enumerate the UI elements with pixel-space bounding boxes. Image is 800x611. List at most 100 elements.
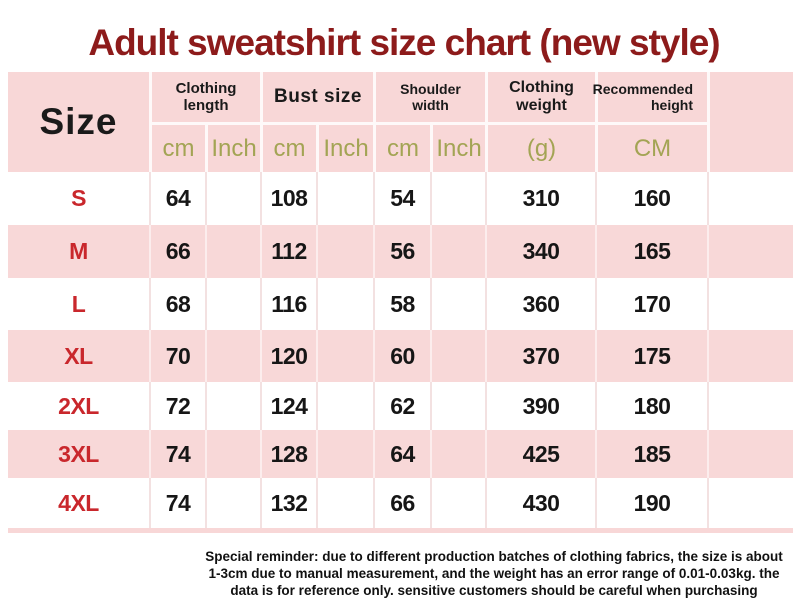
footer-line: Special reminder: due to different produ… bbox=[205, 549, 783, 564]
empty-cell bbox=[707, 330, 793, 382]
unit-header-inch: Inch bbox=[430, 125, 485, 172]
footer-line: 1-3cm due to manual measurement, and the… bbox=[208, 566, 780, 581]
value-cell: 68 bbox=[149, 278, 205, 330]
empty-cell bbox=[430, 278, 485, 330]
row-size-label: 4XL bbox=[58, 489, 99, 516]
value-cell: 116 bbox=[260, 278, 316, 330]
value-cell: 370 bbox=[485, 330, 595, 382]
group-header-clothing-length: Clothing length bbox=[149, 72, 260, 125]
empty-cell bbox=[205, 382, 260, 430]
value-cell: 165 bbox=[595, 225, 707, 278]
value-cell: 430 bbox=[485, 478, 595, 528]
value-cell: 180 bbox=[595, 382, 707, 430]
table-row: S 64 108 54 310 160 bbox=[8, 172, 793, 225]
header-empty-cell bbox=[707, 72, 793, 172]
value-cell: 132 bbox=[260, 478, 316, 528]
unit-header-inch: Inch bbox=[316, 125, 373, 172]
unit-header-cm: cm bbox=[373, 125, 430, 172]
unit-header-inch: Inch bbox=[205, 125, 260, 172]
value-cell: 66 bbox=[149, 225, 205, 278]
value-cell: 128 bbox=[260, 430, 316, 478]
footer-line: data is for reference only. sensitive cu… bbox=[230, 583, 758, 598]
empty-cell bbox=[707, 430, 793, 478]
value-cell: 62 bbox=[373, 382, 430, 430]
value-cell: 64 bbox=[149, 172, 205, 225]
unit-header-cm: cm bbox=[260, 125, 316, 172]
value-cell: 60 bbox=[373, 330, 430, 382]
table-row: 4XL 74 132 66 430 190 bbox=[8, 478, 793, 528]
group-header-label: Recommended height bbox=[592, 81, 693, 113]
value-cell: 190 bbox=[595, 478, 707, 528]
value-cell: 108 bbox=[260, 172, 316, 225]
empty-cell bbox=[316, 382, 373, 430]
value-cell: 390 bbox=[485, 382, 595, 430]
empty-cell bbox=[430, 382, 485, 430]
table-row: L 68 116 58 360 170 bbox=[8, 278, 793, 330]
group-header-shoulder-width: Shoulder width bbox=[373, 72, 485, 125]
value-cell: 425 bbox=[485, 430, 595, 478]
empty-cell bbox=[707, 382, 793, 430]
value-cell: 64 bbox=[373, 430, 430, 478]
value-cell: 54 bbox=[373, 172, 430, 225]
size-column-header: Size bbox=[39, 101, 118, 142]
empty-cell bbox=[316, 330, 373, 382]
table-row: M 66 112 56 340 165 bbox=[8, 225, 793, 278]
group-header-bust-size: Bust size bbox=[260, 72, 373, 125]
empty-cell bbox=[430, 430, 485, 478]
value-cell: 66 bbox=[373, 478, 430, 528]
empty-cell bbox=[316, 172, 373, 225]
group-header-label: Clothing length bbox=[175, 80, 237, 114]
page-title: Adult sweatshirt size chart (new style) bbox=[88, 22, 720, 63]
empty-cell bbox=[430, 225, 485, 278]
value-cell: 58 bbox=[373, 278, 430, 330]
empty-cell bbox=[430, 172, 485, 225]
empty-cell bbox=[316, 278, 373, 330]
table-row: 2XL 72 124 62 390 180 bbox=[8, 382, 793, 430]
row-size-label: S bbox=[71, 185, 86, 211]
value-cell: 170 bbox=[595, 278, 707, 330]
group-header-clothing-weight: Clothing weight bbox=[485, 72, 595, 125]
group-header-label: Shoulder width bbox=[400, 81, 461, 113]
row-size-label: M bbox=[69, 238, 88, 264]
table-header: Size Clothing length Bust size Shoulder … bbox=[8, 72, 793, 172]
empty-cell bbox=[205, 330, 260, 382]
value-cell: 72 bbox=[149, 382, 205, 430]
row-size-label: 3XL bbox=[58, 440, 99, 467]
value-cell: 120 bbox=[260, 330, 316, 382]
unit-header-cm: cm bbox=[149, 125, 205, 172]
empty-cell bbox=[707, 172, 793, 225]
value-cell: 340 bbox=[485, 225, 595, 278]
table-bottom-strip bbox=[8, 528, 793, 533]
value-cell: 74 bbox=[149, 478, 205, 528]
group-header-recommended-height: Recommended height bbox=[592, 72, 707, 125]
table-body: S 64 108 54 310 160 M 66 112 56 340 165 L 68 116 58 360 1… bbox=[8, 172, 793, 528]
empty-cell bbox=[205, 430, 260, 478]
empty-cell bbox=[430, 330, 485, 382]
empty-cell bbox=[205, 225, 260, 278]
value-cell: 360 bbox=[485, 278, 595, 330]
row-size-label: L bbox=[71, 290, 86, 317]
value-cell: 175 bbox=[595, 330, 707, 382]
value-cell: 160 bbox=[595, 172, 707, 225]
empty-cell bbox=[707, 278, 793, 330]
value-cell: 74 bbox=[149, 430, 205, 478]
value-cell: 310 bbox=[485, 172, 595, 225]
row-size-label: XL bbox=[64, 342, 93, 369]
unit-header-cm-height: CM bbox=[595, 125, 707, 172]
value-cell: 112 bbox=[260, 225, 316, 278]
empty-cell bbox=[430, 478, 485, 528]
value-cell: 185 bbox=[595, 430, 707, 478]
empty-cell bbox=[316, 430, 373, 478]
empty-cell bbox=[707, 478, 793, 528]
footer-note: Special reminder: due to different produ… bbox=[174, 548, 800, 599]
value-cell: 124 bbox=[260, 382, 316, 430]
empty-cell bbox=[205, 172, 260, 225]
group-header-label: Bust size bbox=[274, 86, 362, 107]
empty-cell bbox=[316, 225, 373, 278]
group-header-label: Clothing weight bbox=[509, 79, 574, 114]
table-row: 3XL 74 128 64 425 185 bbox=[8, 430, 793, 478]
row-size-label: 2XL bbox=[58, 392, 99, 419]
table-row: XL 70 120 60 370 175 bbox=[8, 330, 793, 382]
size-chart-table: Size Clothing length Bust size Shoulder … bbox=[8, 72, 793, 533]
empty-cell bbox=[316, 478, 373, 528]
